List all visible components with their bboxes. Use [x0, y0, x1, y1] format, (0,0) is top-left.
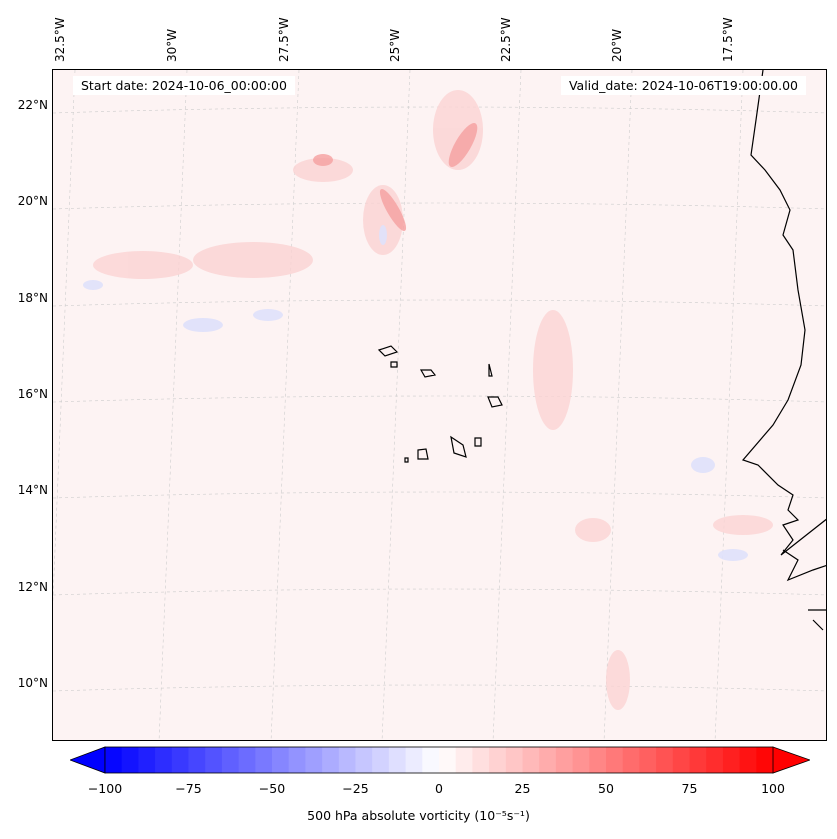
colorbar-segment — [722, 747, 741, 773]
colorbar-tick-label: 0 — [435, 781, 443, 796]
colorbar-segment — [322, 747, 340, 773]
colorbar-tick-label: −50 — [258, 781, 286, 796]
colorbar-tick-label: 100 — [761, 781, 785, 796]
colorbar-segment — [756, 747, 774, 773]
colorbar-tick-label: −75 — [175, 781, 202, 796]
colorbar-segment — [455, 747, 473, 773]
colorbar-segment — [272, 747, 290, 773]
colorbar-segment — [405, 747, 423, 773]
longitude-label: 25°W — [388, 28, 402, 62]
latitude-label: 16°N — [17, 387, 48, 401]
longitude-label: 27.5°W — [277, 17, 291, 62]
colorbar-segment — [121, 747, 139, 773]
longitude-label: 20°W — [610, 28, 624, 62]
colorbar-segment — [305, 747, 323, 773]
colorbar-segment — [622, 747, 640, 773]
coastline — [377, 70, 826, 631]
colorbar-tick-label: 25 — [514, 781, 531, 796]
colorbar-segment — [505, 747, 523, 773]
colorbar-segment — [238, 747, 256, 773]
colorbar-extend-max — [772, 746, 810, 774]
colorbar-segment — [472, 747, 490, 773]
colorbar-segment — [639, 747, 657, 773]
colorbar-segment — [522, 747, 540, 773]
colorbar-segment — [706, 747, 724, 773]
colorbar-segment — [539, 747, 557, 773]
colorbar-segment — [555, 747, 574, 773]
vorticity-field — [93, 90, 773, 710]
colorbar-segment — [288, 747, 306, 773]
latitude-label: 22°N — [17, 98, 48, 112]
colorbar-tick-label: 50 — [598, 781, 614, 796]
longitude-label: 22.5°W — [499, 17, 513, 62]
colorbar-segment — [739, 747, 757, 773]
latitude-label: 20°N — [17, 194, 48, 208]
colorbar-tick-label: −100 — [87, 781, 123, 796]
colorbar-segment — [672, 747, 690, 773]
latitude-label: 12°N — [17, 580, 48, 594]
valid-date-label: Valid_date: 2024-10-06T19:00:00.00 — [560, 76, 806, 95]
longitude-label: 17.5°W — [721, 17, 735, 62]
colorbar-segment — [372, 747, 390, 773]
longitude-label: 32.5°W — [53, 17, 67, 62]
colorbar-segment — [689, 747, 707, 773]
latitude-label: 10°N — [17, 676, 48, 690]
colorbar-segment — [656, 747, 674, 773]
colorbar-segment — [205, 747, 223, 773]
vorticity-map: Start date: 2024-10-06_00:00:00 Valid_da… — [52, 69, 827, 741]
colorbar-segment — [489, 747, 507, 773]
colorbar-segment — [422, 747, 440, 773]
colorbar-segment — [388, 747, 407, 773]
colorbar-tick-label: 75 — [681, 781, 698, 796]
colorbar-label: 500 hPa absolute vorticity (10⁻⁵s⁻¹) — [307, 808, 530, 823]
colorbar-segment — [338, 747, 356, 773]
longitude-label: 30°W — [165, 28, 179, 62]
colorbar-segment — [439, 747, 457, 773]
start-date-label: Start date: 2024-10-06_00:00:00 — [73, 76, 295, 95]
colorbar-segment — [572, 747, 590, 773]
colorbar-segment — [606, 747, 624, 773]
colorbar-segment — [138, 747, 156, 773]
colorbar — [70, 746, 810, 774]
colorbar-segment — [255, 747, 273, 773]
colorbar-tick-label: −25 — [342, 781, 369, 796]
colorbar-segment — [105, 747, 123, 773]
colorbar-segment — [589, 747, 607, 773]
colorbar-extend-min — [70, 746, 106, 774]
latitude-label: 14°N — [17, 483, 48, 497]
colorbar-segment — [355, 747, 373, 773]
colorbar-segment — [221, 747, 240, 773]
colorbar-segment — [188, 747, 206, 773]
colorbar-segment — [155, 747, 173, 773]
latitude-label: 18°N — [17, 291, 48, 305]
colorbar-segment — [171, 747, 189, 773]
